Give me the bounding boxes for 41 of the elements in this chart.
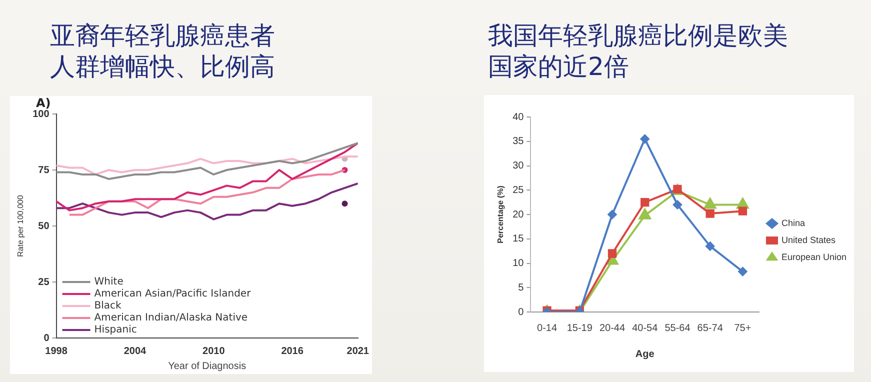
x-axis-title: Age <box>635 348 655 360</box>
chart-title: 亚裔年轻乳腺癌患者人群增幅快、比例高 <box>50 20 276 82</box>
x-tick-label: 2016 <box>281 346 304 357</box>
legend-label: American Asian/Pacific Islander <box>94 288 252 300</box>
y-tick-label: 25 <box>512 184 524 196</box>
x-tick-label: 0-14 <box>537 322 558 334</box>
y-axis-title: Rate per 100,000 <box>16 194 26 257</box>
y-tick-label: 75 <box>38 164 50 176</box>
legend-label: Black <box>94 300 122 312</box>
y-axis-title: Percentage (%) <box>496 185 506 244</box>
y-tick-label: 15 <box>512 234 524 245</box>
legend-label: White <box>94 276 124 288</box>
x-tick-label: 20-44 <box>599 322 626 334</box>
y-tick-label: 0 <box>518 306 524 318</box>
x-tick-label: 1998 <box>45 346 68 357</box>
y-tick-label: 30 <box>512 160 524 172</box>
y-tick-label: 35 <box>512 136 524 148</box>
y-tick-label: 10 <box>512 258 524 269</box>
y-tick-label: 40 <box>512 112 524 123</box>
x-tick-label: 75+ <box>734 322 752 334</box>
legend-label: United States <box>782 234 836 245</box>
y-tick-label: 25 <box>38 276 50 288</box>
x-tick-label: 65-74 <box>697 322 724 334</box>
x-axis-title: Year of Diagnosis <box>168 360 246 372</box>
x-tick-label: 40-54 <box>632 322 658 334</box>
text: A) <box>36 96 51 110</box>
y-tick-label: 50 <box>38 220 50 232</box>
x-tick-label: 15-19 <box>566 322 593 334</box>
legend-label: European Union <box>782 252 847 262</box>
x-tick-label: 2021 <box>346 346 370 357</box>
y-tick-label: 20 <box>512 209 524 220</box>
x-tick-label: 55-64 <box>664 322 691 334</box>
y-tick-label: 0 <box>44 332 50 344</box>
x-tick-label: 2010 <box>202 346 226 357</box>
chart-title: 我国年轻乳腺癌比例是欧美国家的近2倍 <box>488 20 789 82</box>
x-tick-label: 2004 <box>124 346 147 357</box>
legend-label: China <box>782 218 806 228</box>
legend-label: Hispanic <box>94 324 137 336</box>
y-tick-label: 100 <box>32 108 50 120</box>
y-tick-label: 5 <box>518 282 524 294</box>
legend-label: American Indian/Alaska Native <box>94 312 248 324</box>
